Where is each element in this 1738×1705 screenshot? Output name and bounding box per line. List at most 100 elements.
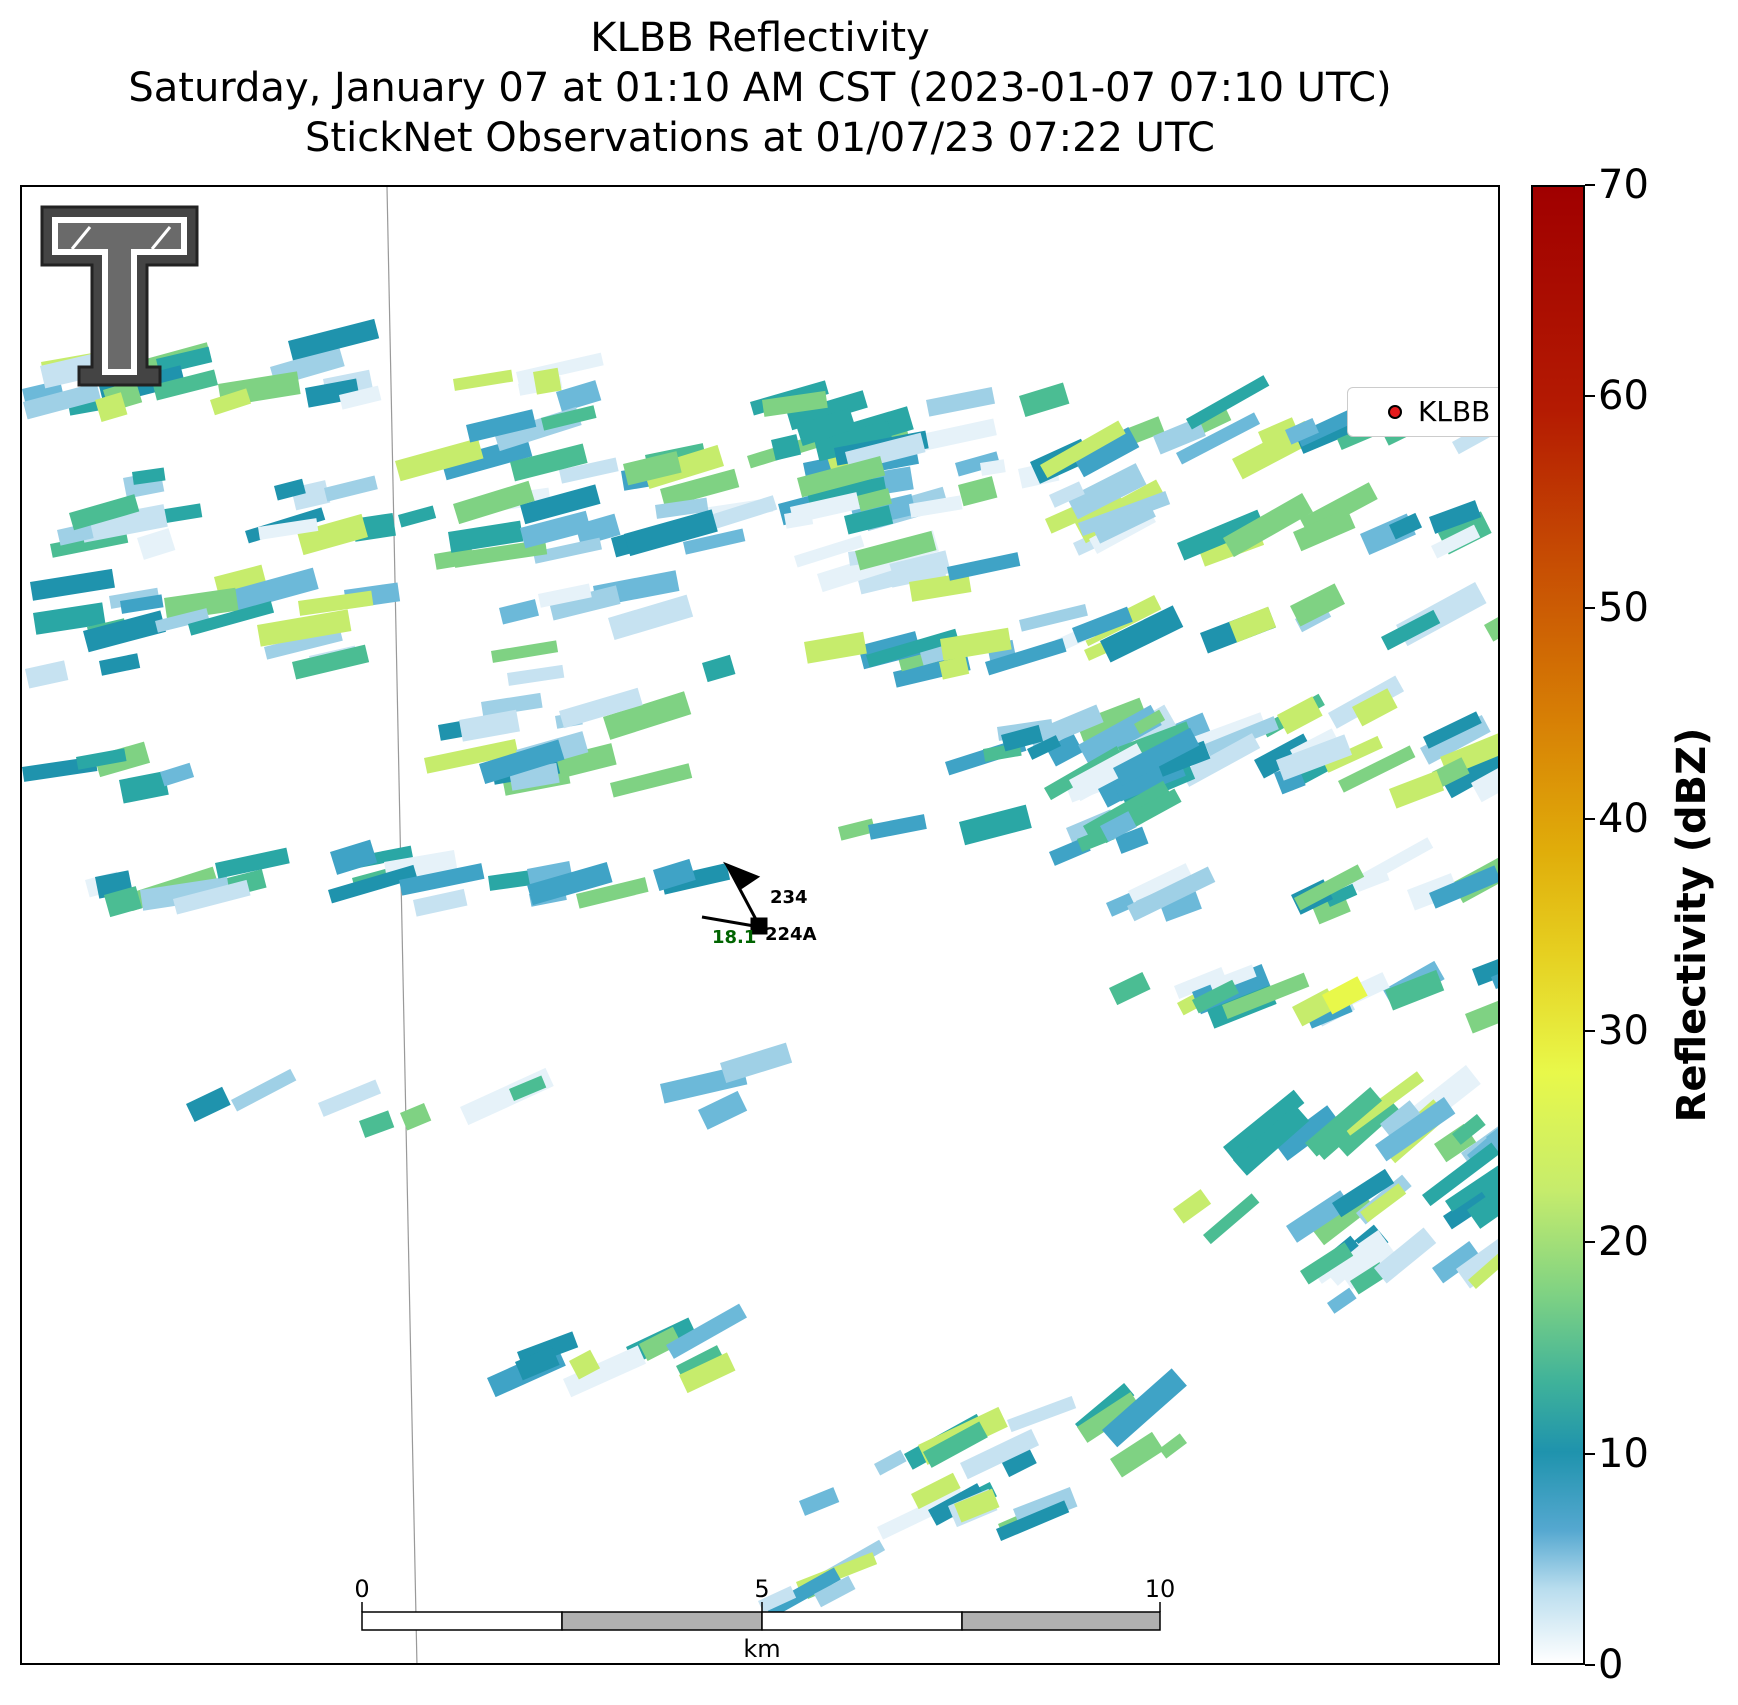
radar-gate bbox=[1094, 504, 1156, 544]
radar-gate bbox=[608, 594, 694, 641]
radar-gate bbox=[1374, 1227, 1437, 1284]
radar-gate bbox=[1173, 1189, 1212, 1224]
radar-gate bbox=[917, 418, 997, 452]
radar-gate bbox=[1223, 1089, 1305, 1161]
radar-gate bbox=[548, 585, 621, 621]
colorbar-tick-label: 60 bbox=[1598, 373, 1649, 420]
radar-gate bbox=[1019, 604, 1088, 632]
radar-gate bbox=[1068, 743, 1149, 802]
radar-gate bbox=[399, 863, 485, 896]
radar-gate bbox=[541, 405, 597, 431]
radar-gate bbox=[1471, 766, 1498, 803]
radar-gate bbox=[1360, 1183, 1407, 1223]
radar-gate bbox=[559, 687, 643, 729]
radar-gate bbox=[25, 660, 69, 689]
radar-gate bbox=[298, 590, 374, 616]
radar-gate bbox=[538, 583, 592, 608]
radar-gate bbox=[1222, 493, 1313, 558]
radar-gate bbox=[1115, 826, 1149, 854]
radar-gate bbox=[720, 1042, 793, 1084]
radar-gate bbox=[156, 346, 213, 375]
radar-map[interactable]: 0 5 10 km KLBB 234 224A 18.1 bbox=[20, 185, 1500, 1665]
radar-gate bbox=[1158, 888, 1202, 922]
radar-gate bbox=[1464, 979, 1498, 1034]
radar-gate bbox=[466, 409, 537, 443]
radar-gate bbox=[520, 484, 601, 525]
radar-gate bbox=[796, 407, 857, 446]
radar-gate bbox=[1028, 704, 1104, 751]
radar-gate bbox=[327, 864, 418, 904]
radar-gate bbox=[923, 1421, 988, 1468]
radar-gate bbox=[1006, 1395, 1077, 1433]
radar-gate bbox=[1177, 509, 1265, 561]
colorbar-tick-label: 40 bbox=[1598, 796, 1649, 843]
radar-gate bbox=[510, 443, 588, 482]
radar-gate bbox=[1175, 412, 1261, 465]
radar-gate bbox=[1254, 733, 1314, 779]
radar-gate bbox=[1100, 605, 1184, 663]
radar-gate bbox=[120, 594, 164, 614]
radar-gate bbox=[1285, 417, 1319, 445]
radar-gate bbox=[527, 861, 613, 906]
radar-gate bbox=[996, 1500, 1070, 1541]
radar-gate bbox=[1325, 883, 1358, 907]
radar-gate bbox=[153, 369, 218, 401]
radar-gate bbox=[665, 1303, 747, 1359]
radar-gate bbox=[555, 743, 617, 779]
radar-gate bbox=[453, 369, 514, 391]
radar-gate bbox=[1389, 512, 1423, 540]
radar-gate bbox=[498, 599, 539, 625]
radar-gate bbox=[624, 509, 718, 557]
radar-gate bbox=[29, 568, 115, 601]
radar-gate bbox=[660, 468, 740, 508]
radar-gate bbox=[758, 1585, 797, 1613]
radar-gate bbox=[1113, 727, 1200, 786]
radar-gate bbox=[1000, 1447, 1037, 1478]
radar-gate bbox=[959, 1428, 1040, 1480]
radar-gate bbox=[56, 522, 94, 546]
colorbar-tick-label: 50 bbox=[1598, 584, 1649, 631]
radar-gate bbox=[603, 691, 692, 740]
radar-gate bbox=[1073, 426, 1140, 478]
radar-gate bbox=[1336, 1097, 1400, 1157]
radar-gate bbox=[1174, 967, 1227, 999]
radar-gate bbox=[794, 535, 865, 568]
radar-gate bbox=[118, 771, 169, 804]
radar-gate bbox=[698, 1090, 748, 1130]
radar-gate bbox=[764, 1567, 841, 1619]
radar-gate bbox=[452, 480, 535, 525]
radar-gate bbox=[946, 552, 1021, 581]
radar-gate bbox=[909, 495, 963, 518]
radar-gate bbox=[889, 560, 947, 588]
radar-gate bbox=[258, 518, 319, 540]
colorbar-title: Reflectivity (dBZ) bbox=[1669, 727, 1715, 1123]
wind-barb-station bbox=[701, 861, 768, 935]
radar-gate bbox=[1380, 1100, 1421, 1138]
radar-gate bbox=[533, 367, 562, 395]
colorbar-tick-label: 70 bbox=[1598, 162, 1649, 208]
colorbar-tick-mark bbox=[1585, 1241, 1595, 1244]
map-legend: KLBB bbox=[1347, 387, 1498, 437]
radar-gate bbox=[1076, 697, 1148, 743]
radar-gate bbox=[1221, 972, 1310, 1019]
radar-gate bbox=[1293, 864, 1365, 911]
radar-gate bbox=[797, 456, 886, 498]
colorbar-tick-mark bbox=[1585, 818, 1595, 821]
radar-gate bbox=[1027, 735, 1062, 760]
colorbar-tick-label: 10 bbox=[1598, 1430, 1649, 1477]
radar-gate bbox=[610, 763, 693, 798]
reflectivity-field: 0 5 10 km bbox=[22, 187, 1498, 1663]
radar-gate bbox=[1432, 1241, 1481, 1284]
radar-gate bbox=[458, 709, 520, 742]
radar-gate bbox=[399, 1103, 432, 1131]
radar-gate bbox=[1102, 1368, 1187, 1448]
radar-gate bbox=[1100, 811, 1137, 842]
radar-gate bbox=[1468, 1244, 1498, 1290]
radar-gate bbox=[69, 494, 140, 531]
radar-gate bbox=[639, 1326, 682, 1361]
radar-gate bbox=[770, 434, 802, 461]
radar-gate bbox=[137, 528, 176, 560]
radar-gate bbox=[1445, 1164, 1498, 1212]
radar-gate bbox=[424, 738, 519, 774]
radar-gate bbox=[1338, 745, 1416, 793]
